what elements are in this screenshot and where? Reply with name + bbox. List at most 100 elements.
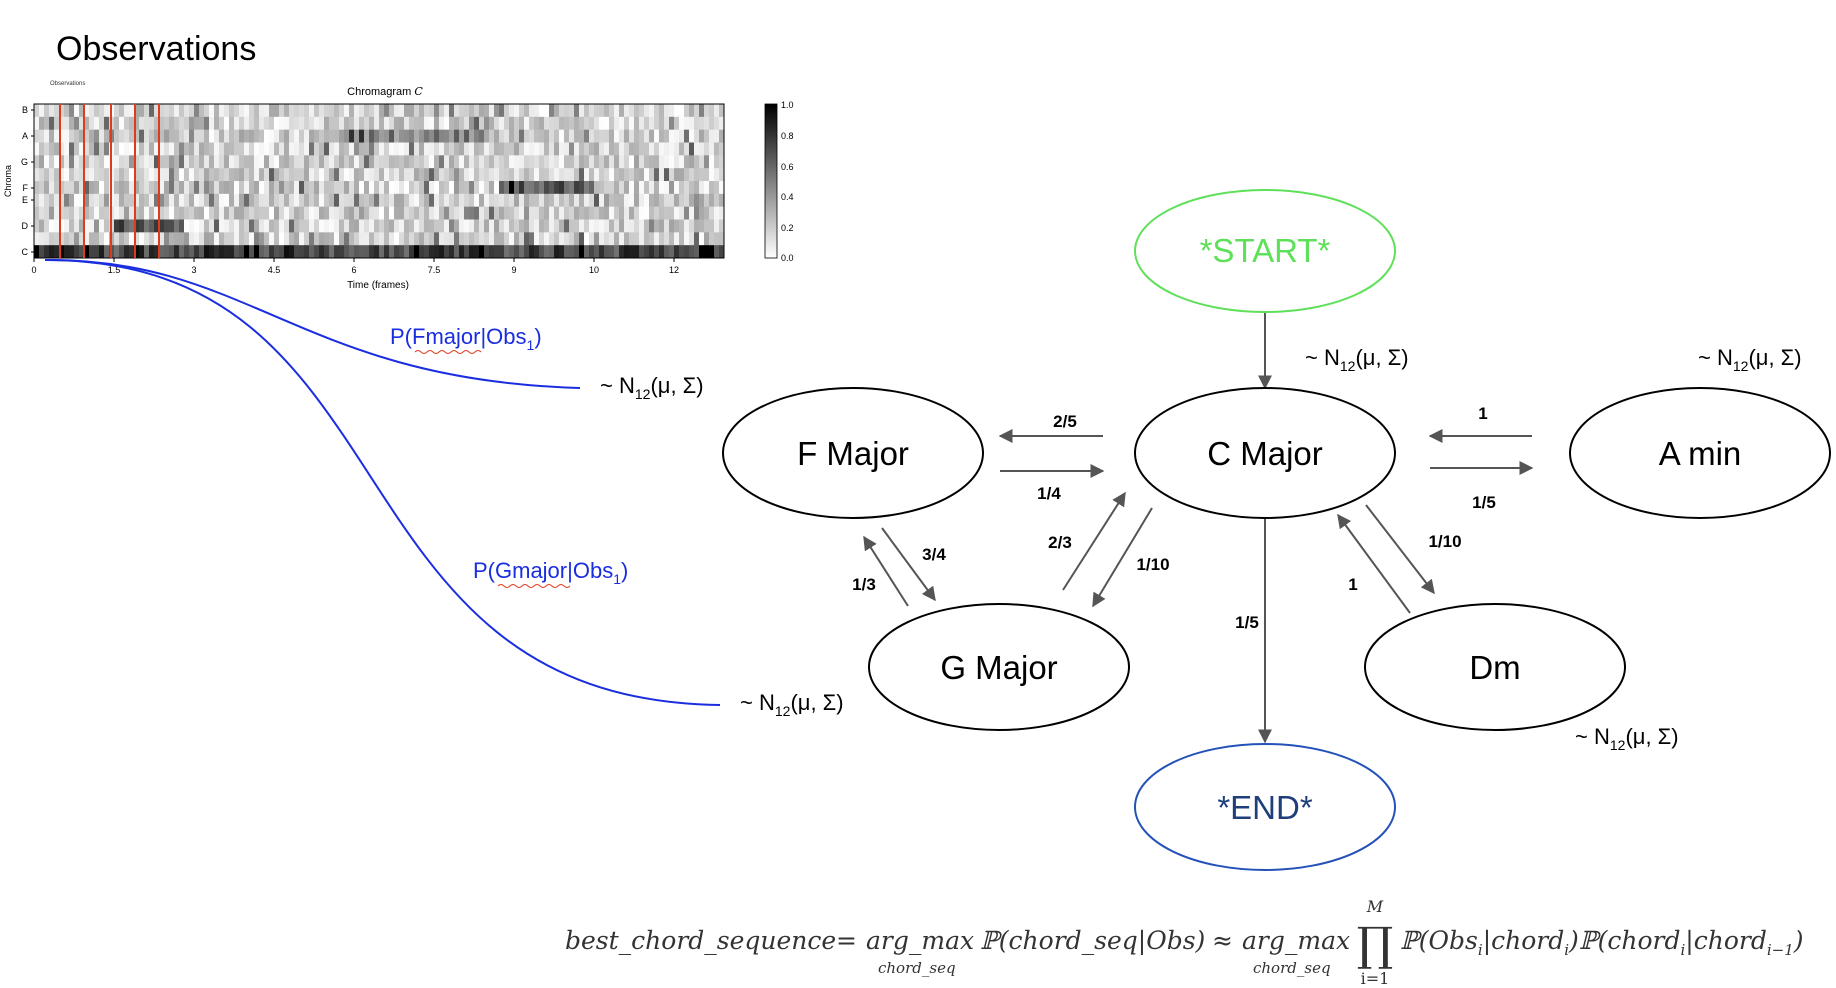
ytick-g: G (21, 157, 28, 167)
chroma-cell (349, 181, 355, 195)
chroma-cell (644, 129, 650, 143)
chroma-cell (574, 219, 580, 233)
chroma-cell (114, 232, 120, 246)
chroma-cell (324, 168, 330, 182)
chroma-cell (369, 104, 375, 118)
chroma-cell (419, 104, 425, 118)
chroma-cell (79, 142, 85, 156)
chroma-cell (124, 129, 130, 143)
chroma-cell (94, 181, 100, 195)
chroma-cell (679, 245, 685, 259)
chroma-cell (479, 155, 485, 169)
chroma-cell (234, 104, 240, 118)
chroma-cell (424, 155, 430, 169)
chroma-cell (94, 219, 100, 233)
chroma-cell (514, 219, 520, 233)
chroma-cell (434, 129, 440, 143)
chroma-cell (354, 245, 360, 259)
chroma-cell (174, 219, 180, 233)
chroma-cell (469, 116, 475, 130)
chroma-cell (119, 116, 125, 130)
chroma-cell (624, 181, 630, 195)
chroma-cell (649, 116, 655, 130)
chroma-cell (614, 104, 620, 118)
chroma-cell (439, 232, 445, 246)
chroma-cell (439, 206, 445, 220)
chroma-cell (654, 142, 660, 156)
chroma-cell (134, 104, 140, 118)
chroma-cell (639, 193, 645, 207)
chroma-cell (549, 219, 555, 233)
fmajor-observation-curve (44, 258, 581, 389)
chroma-cell (174, 168, 180, 182)
chroma-cell (349, 129, 355, 143)
chroma-cell (464, 155, 470, 169)
chroma-cell (394, 168, 400, 182)
chroma-cell (184, 116, 190, 130)
chroma-cell (379, 193, 385, 207)
chroma-cell (344, 181, 350, 195)
chroma-cell (264, 155, 270, 169)
xtick-7: 10 (589, 265, 599, 275)
chroma-cell (204, 181, 210, 195)
chroma-cell (144, 181, 150, 195)
formula-prod: ∏ (1357, 917, 1394, 971)
chroma-cell (554, 232, 560, 246)
chroma-cell (539, 193, 545, 207)
chroma-cell (504, 168, 510, 182)
chroma-cell (499, 219, 505, 233)
chroma-cell (364, 168, 370, 182)
chroma-cell (314, 116, 320, 130)
chroma-cell (459, 116, 465, 130)
chroma-cell (629, 181, 635, 195)
chroma-cell (404, 193, 410, 207)
chroma-cell (709, 129, 715, 143)
chroma-cell (294, 245, 300, 259)
chroma-cell (389, 129, 395, 143)
chroma-cell (304, 142, 310, 156)
chroma-cell (529, 116, 535, 130)
chroma-cell (414, 142, 420, 156)
chroma-cell (409, 232, 415, 246)
chroma-cell (519, 129, 525, 143)
chroma-cell (239, 219, 245, 233)
chroma-cell (189, 245, 195, 259)
chroma-cell (719, 116, 725, 130)
chroma-cell (329, 206, 335, 220)
chroma-cell (209, 206, 215, 220)
chroma-cell (229, 232, 235, 246)
chroma-cell (194, 129, 200, 143)
chroma-cell (344, 116, 350, 130)
chroma-cell (294, 104, 300, 118)
gmajor-observation-curve (44, 259, 721, 706)
chroma-cell (124, 232, 130, 246)
chroma-cell (609, 232, 615, 246)
chroma-cell (434, 142, 440, 156)
chroma-cell (664, 142, 670, 156)
chroma-cell (259, 219, 265, 233)
chroma-cell (399, 232, 405, 246)
chroma-cell (689, 116, 695, 130)
chroma-cell (484, 129, 490, 143)
chroma-cell (74, 232, 80, 246)
chroma-cell (289, 142, 295, 156)
chroma-cell (379, 142, 385, 156)
chroma-cell (519, 232, 525, 246)
chroma-cell (509, 232, 515, 246)
chroma-cell (134, 116, 140, 130)
chroma-cell (429, 193, 435, 207)
chroma-cell (54, 129, 60, 143)
chroma-cell (669, 116, 675, 130)
chromagram-frame (33, 103, 725, 259)
chroma-cell (174, 181, 180, 195)
chroma-cell (264, 245, 270, 259)
chroma-cell (49, 142, 55, 156)
chroma-cell (679, 232, 685, 246)
chroma-cell (169, 232, 175, 246)
chroma-cell (569, 181, 575, 195)
chroma-cell (69, 206, 75, 220)
chroma-cell (189, 181, 195, 195)
chroma-cell (334, 116, 340, 130)
chroma-cell (699, 206, 705, 220)
chroma-cell (84, 155, 90, 169)
